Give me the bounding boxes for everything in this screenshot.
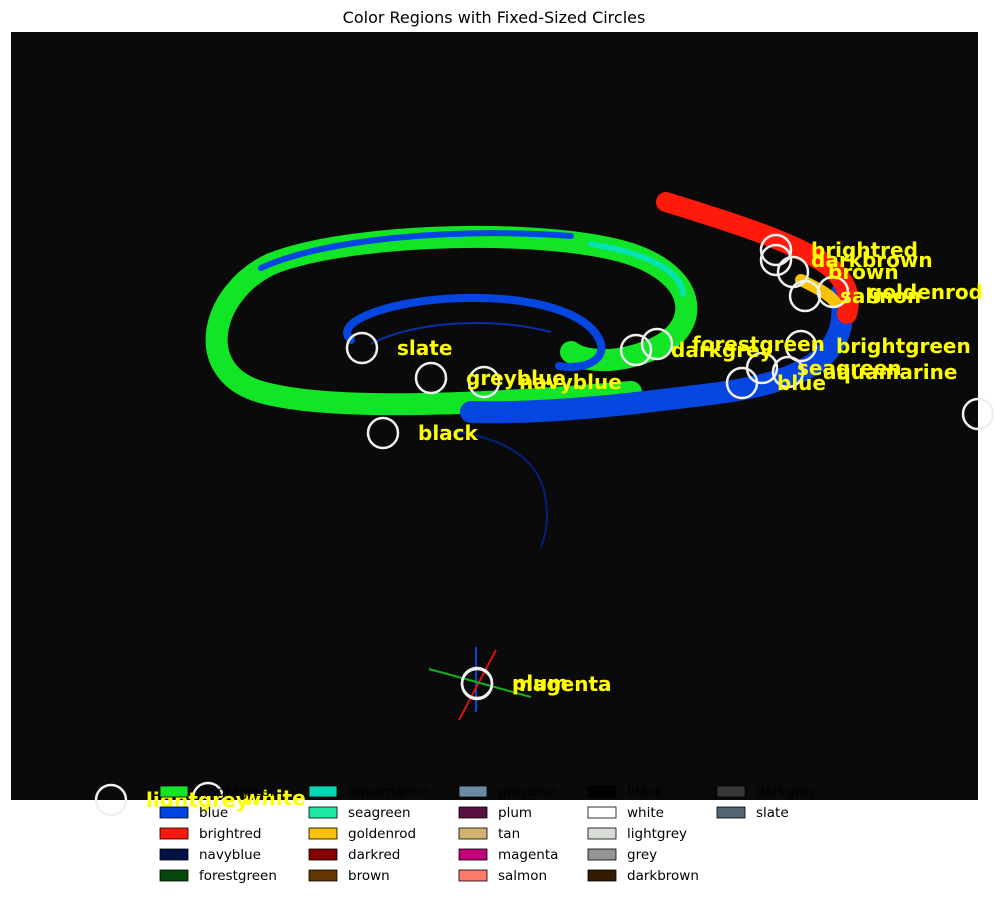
spiral-inner-blue — [343, 293, 606, 371]
legend-label-forestgreen: forestgreen — [199, 868, 277, 884]
label-brightred: brightred — [811, 238, 918, 262]
label-blue: blue — [777, 371, 826, 395]
label-greyblue: greyblue — [466, 366, 566, 390]
spiral-descending-tail — [430, 429, 549, 548]
legend-label-lightgrey: lightgrey — [627, 826, 687, 842]
marker-greyblue — [414, 361, 448, 395]
legend-swatch-goldenrod — [308, 827, 338, 840]
legend-swatch-aquamarine — [308, 785, 338, 798]
legend-swatch-brown — [308, 869, 338, 882]
marker-lightgrey — [94, 783, 128, 817]
label-white: white — [243, 786, 306, 810]
legend-label-darkbrown: darkbrown — [627, 868, 699, 884]
label-slate: slate — [397, 336, 452, 360]
legend-label-magenta: magenta — [498, 847, 558, 863]
legend-swatch-darkred — [308, 848, 338, 861]
legend-swatch-brightred — [159, 827, 189, 840]
legend-label-greyblue: greyblue — [498, 784, 557, 800]
legend-label-plum: plum — [498, 805, 532, 821]
legend-label-brightgreen: brightgreen — [199, 784, 278, 800]
legend-swatch-navyblue — [159, 848, 189, 861]
legend: brightgreen blue brightred navyblue forestgr… — [159, 784, 816, 884]
label-brown: brown — [828, 260, 899, 284]
legend-label-darkgrey: darkgrey — [756, 784, 816, 800]
legend-label-seagreen: seagreen — [348, 805, 411, 821]
label-black: black — [418, 421, 479, 445]
label-aquamarine: aquamarine — [823, 360, 957, 384]
legend-label-blue: blue — [199, 805, 228, 821]
label-darkbrown: darkbrown — [811, 248, 933, 272]
label-seagreen: seagreen — [797, 356, 902, 380]
legend-label-white: white — [627, 805, 664, 821]
legend-swatch-darkgrey — [716, 785, 746, 798]
legend-swatch-magenta — [458, 848, 488, 861]
chart-title: Color Regions with Fixed-Sized Circles — [343, 8, 646, 27]
label-salmon: salmon — [840, 284, 921, 308]
legend-swatch-seagreen — [308, 806, 338, 819]
marker-brightred — [759, 233, 793, 267]
crosshair-green — [428, 668, 532, 698]
legend-label-black: black — [627, 784, 663, 800]
crosshair-lines — [428, 647, 532, 721]
spiral-top-blue-edge — [258, 230, 574, 271]
legend-label-slate: slate — [756, 805, 789, 821]
label-navyblue: navyblue — [519, 370, 622, 394]
legend-swatch-darkbrown — [587, 869, 617, 882]
legend-swatch-plum — [458, 806, 488, 819]
crosshair-red — [458, 649, 497, 721]
legend-swatch-lightgrey — [587, 827, 617, 840]
marker-black — [366, 416, 400, 450]
marker-blue — [725, 366, 759, 400]
marker-forestgreen — [640, 327, 674, 361]
legend-label-salmon: salmon — [498, 868, 547, 884]
spiral-inner-thin — [370, 322, 552, 345]
legend-label-grey: grey — [627, 847, 657, 863]
legend-swatch-black — [587, 785, 617, 798]
marker-slate — [345, 331, 379, 365]
legend-swatch-greyblue — [458, 785, 488, 798]
marker-magenta — [460, 667, 494, 701]
label-plum: plum — [512, 671, 568, 695]
marker-aquamarine — [771, 355, 805, 389]
marker-white — [191, 781, 225, 815]
label-goldenrod: goldenrod — [868, 280, 983, 304]
legend-label-navyblue: navyblue — [199, 847, 261, 863]
spiral-outer-blue — [460, 283, 854, 424]
legend-swatch-blue — [159, 806, 189, 819]
legend-label-brightred: brightred — [199, 826, 261, 842]
marker-grey — [961, 397, 995, 431]
legend-swatch-slate — [716, 806, 746, 819]
marker-navyblue — [467, 365, 501, 399]
legend-label-goldenrod: goldenrod — [348, 826, 416, 842]
label-magenta: magenta — [512, 672, 612, 696]
legend-swatch-salmon — [458, 869, 488, 882]
legend-label-brown: brown — [348, 868, 390, 884]
legend-swatch-forestgreen — [159, 869, 189, 882]
marker-darkbrown — [759, 243, 793, 277]
legend-swatch-grey — [587, 848, 617, 861]
marker-salmon — [788, 279, 822, 313]
marker-brightgreen — [784, 329, 818, 363]
legend-swatch-tan — [458, 827, 488, 840]
label-forestgreen: forestgreen — [692, 332, 825, 356]
spiral-teal-edge — [588, 241, 686, 297]
label-brightgreen: brightgreen — [836, 334, 971, 358]
legend-label-tan: tan — [498, 826, 520, 842]
label-darkgrey: darkgrey — [671, 338, 773, 362]
marker-goldenrod — [816, 275, 850, 309]
marker-darkgrey — [619, 333, 653, 367]
legend-label-aquamarine: aquamarine — [348, 784, 429, 800]
legend-swatch-white — [587, 806, 617, 819]
circle-markers — [94, 233, 995, 817]
legend-swatch-brightgreen — [159, 785, 189, 798]
legend-label-darkred: darkred — [348, 847, 400, 863]
